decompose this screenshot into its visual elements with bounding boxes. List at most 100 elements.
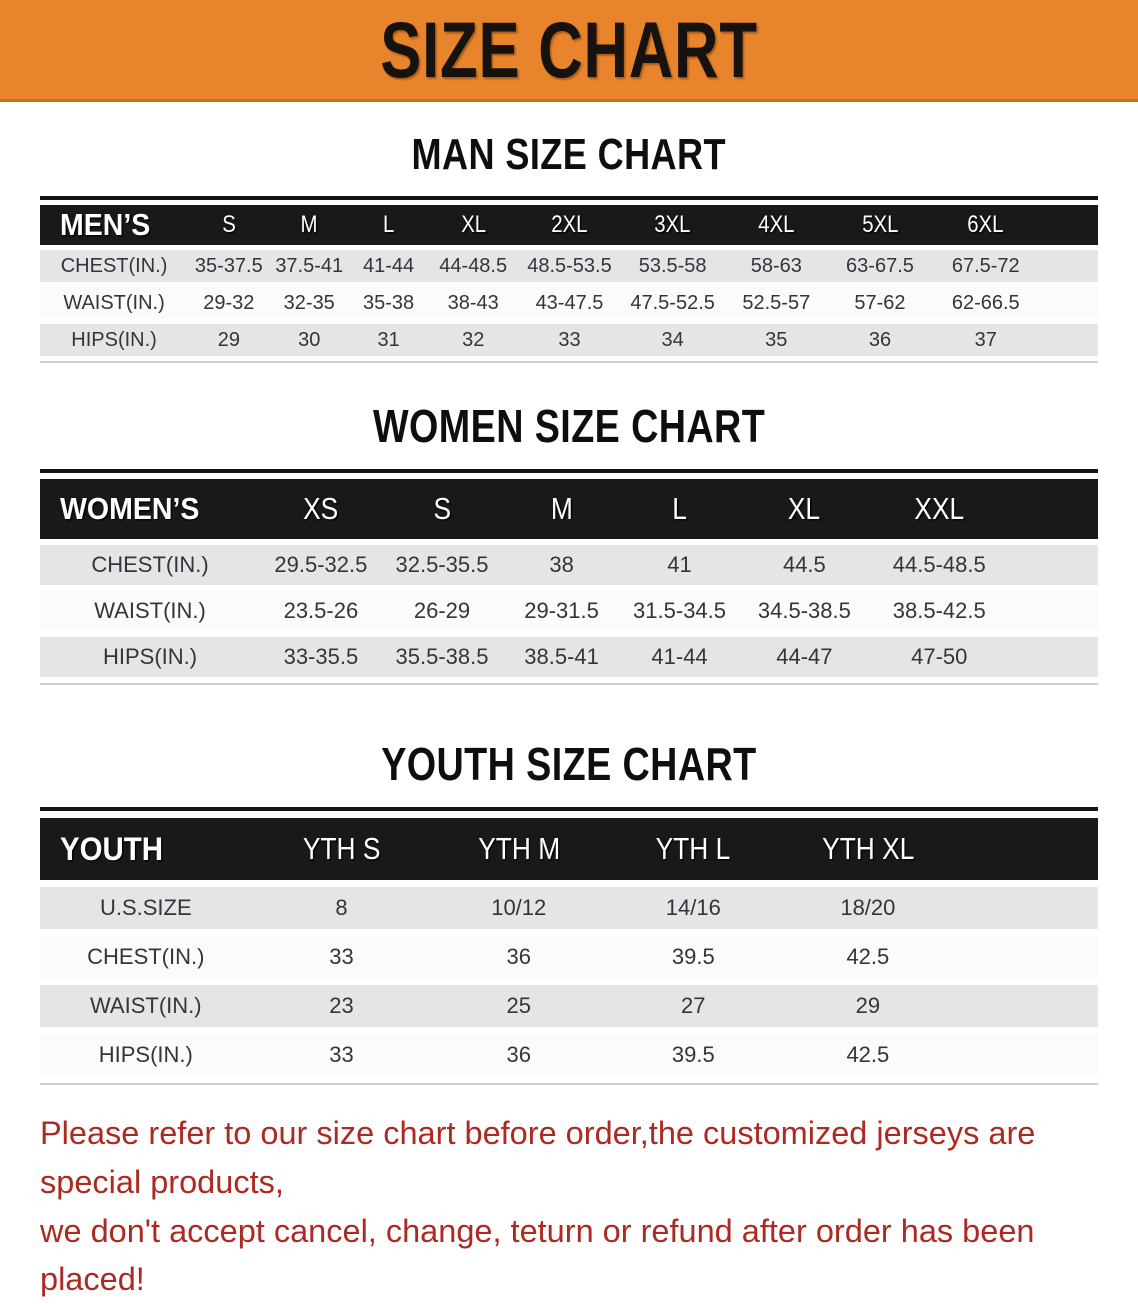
size-col-header: 2XL [518,205,621,245]
value-cell: 44.5-48.5 [871,545,1009,585]
value-cell: 31 [349,324,428,356]
row-label-cell: WAIST(IN.) [40,591,260,631]
spacer-cell [1040,205,1098,245]
youth-section-heading: YOUTH SIZE CHART [0,737,1138,791]
value-cell: 36 [431,936,606,978]
value-cell: 31.5-34.5 [621,591,738,631]
value-cell: 38.5-42.5 [871,591,1009,631]
size-col-header: L [349,205,428,245]
value-cell: 41-44 [621,637,738,677]
youth-hips-row: HIPS(IN.) 33 36 39.5 42.5 [40,1034,1098,1076]
youth-table-title: YOUTH [60,831,163,868]
value-cell: 38-43 [428,287,518,319]
size-col-label: M [551,491,573,527]
row-label-cell: HIPS(IN.) [40,1034,252,1076]
value-cell: 35.5-38.5 [382,637,503,677]
value-cell: 62-66.5 [932,287,1040,319]
value-cell: 29-31.5 [502,591,620,631]
spacer-cell [1040,250,1098,282]
spacer-cell [955,936,1098,978]
women-hips-row: HIPS(IN.) 33-35.5 35.5-38.5 38.5-41 41-4… [40,637,1098,677]
row-label-cell: CHEST(IN.) [40,545,260,585]
size-col-label: 4XL [758,211,794,239]
spacer-cell [1008,591,1098,631]
value-cell: 43-47.5 [518,287,621,319]
size-col-label: M [301,211,318,239]
women-waist-row: WAIST(IN.) 23.5-26 26-29 29-31.5 31.5-34… [40,591,1098,631]
men-table-title: MEN’S [60,207,150,243]
value-cell: 57-62 [828,287,932,319]
size-col-header: M [270,205,349,245]
value-cell: 35-38 [349,287,428,319]
value-cell: 48.5-53.5 [518,250,621,282]
men-chest-row: CHEST(IN.) 35-37.5 37.5-41 41-44 44-48.5… [40,250,1098,282]
page-title: SIZE CHART [380,4,758,96]
size-col-header: XL [738,479,870,539]
men-header-row: MEN’S S M L XL 2XL 3XL 4XL 5XL 6XL [40,205,1098,245]
value-cell: 34 [621,324,725,356]
value-cell: 36 [431,1034,606,1076]
spacer-cell [955,985,1098,1027]
value-cell: 26-29 [382,591,503,631]
value-cell: 32 [428,324,518,356]
size-col-header: 4XL [724,205,828,245]
value-cell: 36 [828,324,932,356]
size-col-label: L [383,211,394,239]
youth-size-table: YOUTH YTH S YTH M YTH L YTH XL U.S.SIZE … [40,807,1098,1085]
women-section-heading: WOMEN SIZE CHART [0,399,1138,453]
value-cell: 29 [781,985,956,1027]
row-label-cell: U.S.SIZE [40,887,252,929]
value-cell: 63-67.5 [828,250,932,282]
value-cell: 32-35 [270,287,349,319]
value-cell: 42.5 [781,1034,956,1076]
men-size-table: MEN’S S M L XL 2XL 3XL 4XL 5XL 6XL CHEST… [40,196,1098,363]
size-col-header: YTH M [431,818,606,880]
spacer-cell [955,1034,1098,1076]
value-cell: 44-48.5 [428,250,518,282]
value-cell: 53.5-58 [621,250,725,282]
women-header-row: WOMEN’S XS S M L XL XXL [40,479,1098,539]
row-label-cell: HIPS(IN.) [40,637,260,677]
spacer-cell [1040,287,1098,319]
footer-note-line2: we don't accept cancel, change, teturn o… [40,1207,1098,1304]
value-cell: 27 [606,985,781,1027]
row-label-cell: CHEST(IN.) [40,936,252,978]
size-col-header: XS [260,479,382,539]
value-cell: 39.5 [606,1034,781,1076]
value-cell: 67.5-72 [932,250,1040,282]
size-col-header: YTH XL [781,818,956,880]
men-waist-row: WAIST(IN.) 29-32 32-35 35-38 38-43 43-47… [40,287,1098,319]
size-col-header: S [188,205,269,245]
youth-waist-row: WAIST(IN.) 23 25 27 29 [40,985,1098,1027]
youth-section-heading-text: YOUTH SIZE CHART [381,737,756,791]
size-col-label: L [672,491,687,527]
value-cell: 44.5 [738,545,870,585]
size-col-label: YTH M [478,831,560,867]
size-col-label: 6XL [968,211,1004,239]
women-section-heading-text: WOMEN SIZE CHART [373,399,765,453]
value-cell: 41 [621,545,738,585]
value-cell: 38 [502,545,620,585]
size-col-label: S [222,211,236,239]
size-col-label: 3XL [654,211,690,239]
youth-chest-row: CHEST(IN.) 33 36 39.5 42.5 [40,936,1098,978]
youth-table-title-cell: YOUTH [40,818,252,880]
value-cell: 33 [252,936,432,978]
men-hips-row: HIPS(IN.) 29 30 31 32 33 34 35 36 37 [40,324,1098,356]
size-col-label: XL [461,211,486,239]
value-cell: 23 [252,985,432,1027]
size-col-header: YTH L [606,818,781,880]
size-col-label: S [433,491,451,527]
spacer-cell [955,818,1098,880]
row-label-cell: CHEST(IN.) [40,250,188,282]
size-col-header: XL [428,205,518,245]
women-table-title: WOMEN’S [60,491,199,527]
youth-header-row: YOUTH YTH S YTH M YTH L YTH XL [40,818,1098,880]
value-cell: 29.5-32.5 [260,545,382,585]
men-table-title-cell: MEN’S [40,205,188,245]
row-label-cell: HIPS(IN.) [40,324,188,356]
women-chest-row: CHEST(IN.) 29.5-32.5 32.5-35.5 38 41 44.… [40,545,1098,585]
size-col-header: L [621,479,738,539]
spacer-cell [1008,545,1098,585]
